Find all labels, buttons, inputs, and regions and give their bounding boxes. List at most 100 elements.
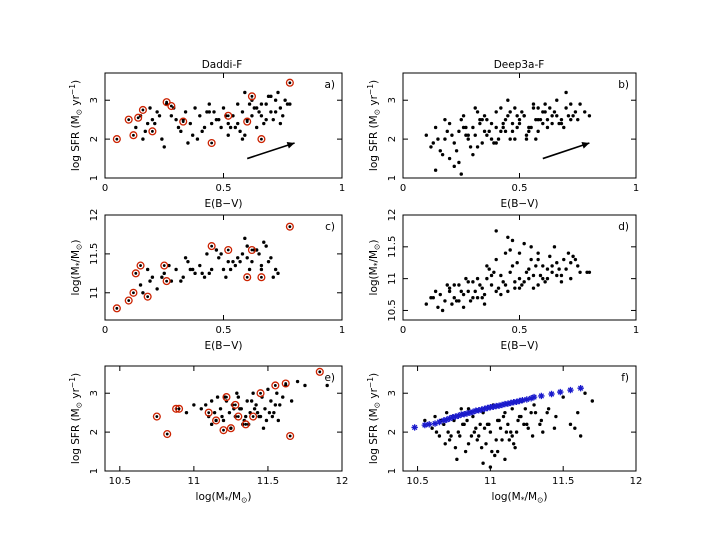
data-point xyxy=(475,276,480,281)
y-axis-label: log SFR (M⊙ yr−1) xyxy=(68,373,84,464)
data-point xyxy=(543,102,547,106)
data-point xyxy=(221,267,226,272)
data-point-circled xyxy=(271,381,280,390)
data-point xyxy=(522,241,526,246)
data-point xyxy=(433,125,438,130)
data-point-circled-core xyxy=(229,426,233,430)
data-point xyxy=(566,114,571,118)
data-point xyxy=(525,422,529,427)
data-point xyxy=(552,426,557,430)
series-red-circled-points xyxy=(152,367,324,441)
data-point xyxy=(507,438,512,442)
data-point-circled-core xyxy=(165,100,169,104)
data-point xyxy=(202,125,207,130)
data-point xyxy=(273,98,278,102)
data-point xyxy=(515,125,519,130)
data-point xyxy=(442,422,446,427)
data-point xyxy=(461,305,466,309)
series-black-points xyxy=(138,236,280,295)
data-point-circled xyxy=(129,288,138,297)
data-point xyxy=(204,403,208,407)
data-point-circled-core xyxy=(132,133,135,137)
x-axis-label: E(B−V) xyxy=(500,198,538,210)
x-tick-label: 0.5 xyxy=(512,183,528,194)
data-point xyxy=(226,133,230,137)
data-point xyxy=(490,449,494,454)
data-point xyxy=(255,410,260,415)
series-black-points xyxy=(424,90,592,176)
data-point xyxy=(473,106,477,110)
data-point-circled xyxy=(285,222,294,231)
data-point xyxy=(482,129,487,134)
data-point xyxy=(192,403,196,407)
data-point xyxy=(247,102,252,106)
data-point xyxy=(431,296,435,300)
data-point xyxy=(562,125,566,130)
data-point-star xyxy=(557,388,564,396)
data-point xyxy=(508,137,512,141)
data-point xyxy=(295,379,300,384)
data-point xyxy=(228,125,233,130)
data-point xyxy=(550,121,554,126)
data-point xyxy=(494,257,498,262)
y-tick-label: 1 xyxy=(387,175,398,181)
data-point xyxy=(480,296,484,300)
data-point xyxy=(429,145,433,149)
data-point-circled-core xyxy=(244,422,248,426)
data-point xyxy=(513,286,517,290)
data-point-circled-core xyxy=(260,275,263,279)
data-point xyxy=(466,133,470,137)
data-point xyxy=(527,267,531,271)
data-point xyxy=(450,302,454,306)
y-axis-label: log SFR (M⊙ yr−1) xyxy=(366,373,382,464)
data-point xyxy=(236,256,240,260)
data-point xyxy=(452,141,456,145)
series-blue-starred-points xyxy=(411,384,584,431)
data-point-circled-core xyxy=(233,403,237,407)
data-point xyxy=(447,286,452,290)
series-red-circled-points xyxy=(112,78,294,148)
data-point-circled-core xyxy=(207,411,211,415)
data-point xyxy=(514,430,519,434)
data-point xyxy=(526,426,530,430)
data-point xyxy=(264,244,268,248)
data-point-circled xyxy=(148,127,157,136)
right-column-title: Deep3a-F xyxy=(494,59,545,71)
data-point xyxy=(478,283,482,287)
data-point xyxy=(244,414,248,419)
data-point xyxy=(254,125,259,130)
data-point xyxy=(510,129,515,134)
data-point-circled xyxy=(281,379,290,388)
data-point xyxy=(438,149,442,153)
data-point xyxy=(569,261,573,265)
data-point xyxy=(217,256,221,260)
data-point xyxy=(557,267,561,271)
data-point-circled-core xyxy=(127,299,131,302)
data-point xyxy=(536,106,540,110)
data-point xyxy=(481,461,485,465)
data-point-circled xyxy=(212,416,221,425)
x-tick-label: 11.5 xyxy=(257,476,279,487)
data-point xyxy=(459,289,463,294)
panel-b: 0 0.5 1 1 2 3 E(B−V) log SFR (M⊙ yr−1) b) xyxy=(366,72,639,210)
data-point-star xyxy=(523,396,530,403)
data-point xyxy=(275,391,279,395)
data-point xyxy=(215,395,220,399)
data-point xyxy=(281,114,285,118)
data-point xyxy=(482,114,487,118)
data-point xyxy=(548,106,552,110)
data-point-circled xyxy=(256,389,265,398)
data-point xyxy=(492,270,496,274)
data-point xyxy=(236,102,240,106)
data-point xyxy=(536,283,540,287)
data-point xyxy=(440,152,445,157)
data-point-circled-core xyxy=(250,94,254,98)
x-tick-label: 0 xyxy=(102,325,108,336)
data-point-star xyxy=(527,395,535,402)
data-point xyxy=(538,117,543,122)
data-point-circled xyxy=(257,273,266,282)
data-point xyxy=(236,121,240,126)
data-point xyxy=(433,414,437,419)
data-point xyxy=(461,114,466,118)
data-point xyxy=(219,252,223,256)
